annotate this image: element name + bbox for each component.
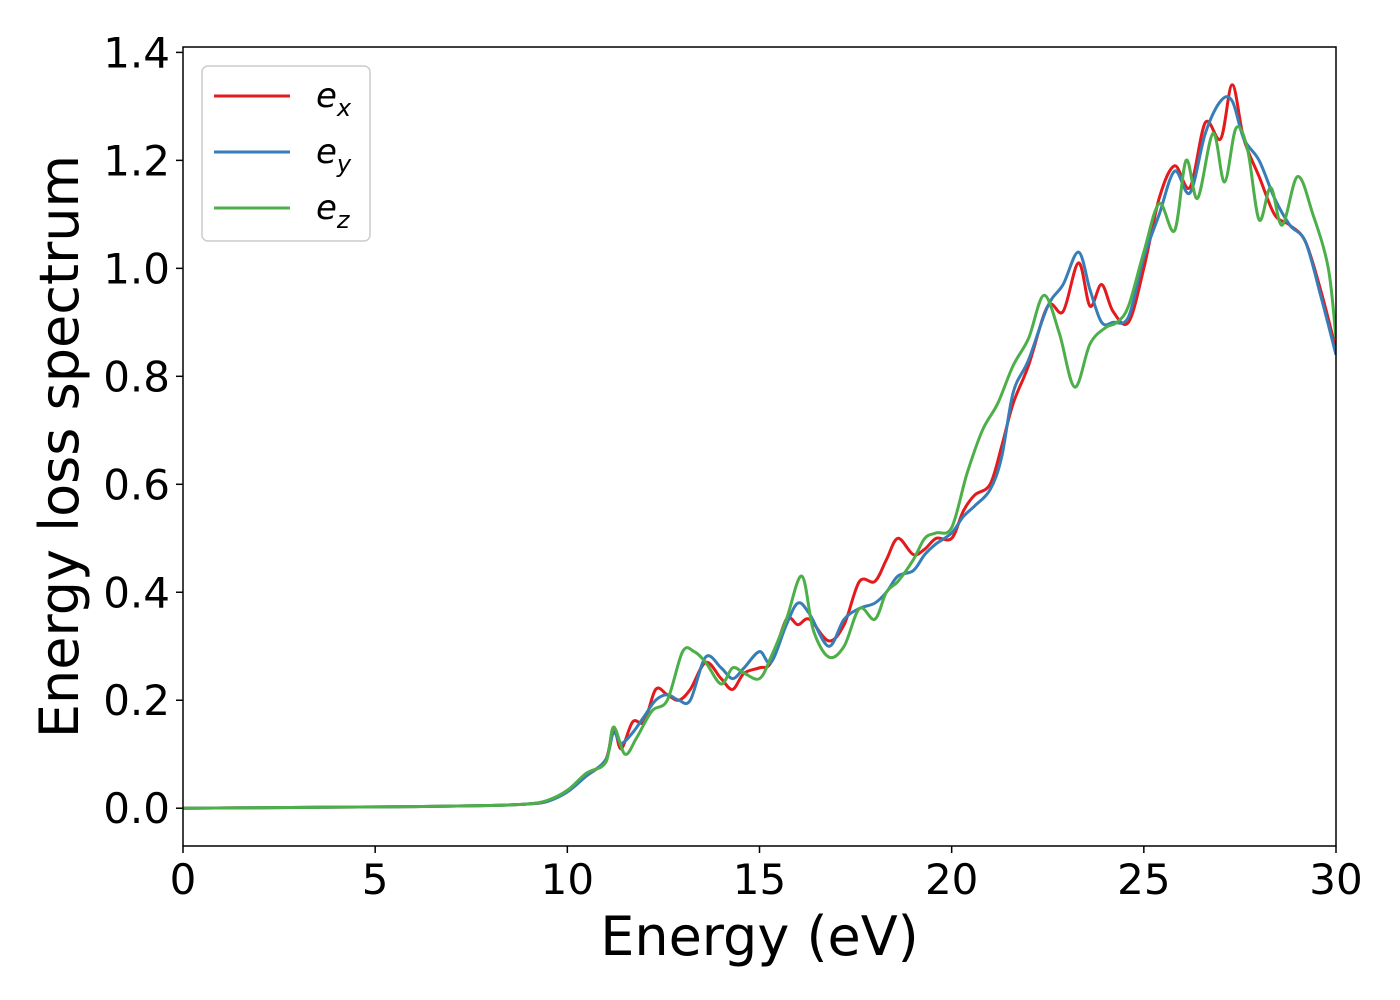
y-tick-label: 1.4	[103, 28, 170, 77]
x-tick-label: 10	[541, 855, 594, 904]
y-tick-label: 1.0	[103, 244, 170, 293]
y-tick-label: 1.2	[103, 136, 170, 185]
y-axis-label: Energy loss spectrum	[28, 155, 91, 738]
x-tick-label: 30	[1309, 855, 1362, 904]
y-tick-label: 0.0	[103, 784, 170, 833]
y-tick-label: 0.4	[103, 568, 170, 617]
y-tick-label: 0.6	[103, 460, 170, 509]
series-line-z	[183, 125, 1336, 810]
legend: ex ey ez	[201, 65, 371, 242]
y-axis: 0.0 0.2 0.4 0.6 0.8 1.0 1.2 1.4	[103, 28, 183, 833]
x-tick-label: 0	[170, 855, 197, 904]
x-tick-label: 20	[925, 855, 978, 904]
x-axis-label: Energy (eV)	[600, 905, 919, 968]
series-layer	[183, 83, 1336, 810]
x-axis: 0 5 10 15 20 25 30	[170, 846, 1363, 904]
legend-label-x: ex	[316, 76, 352, 122]
legend-items: ex ey ez	[214, 76, 352, 234]
x-tick-label: 5	[362, 855, 389, 904]
legend-label-z: ez	[316, 188, 351, 234]
y-tick-label: 0.8	[103, 352, 170, 401]
x-tick-label: 25	[1117, 855, 1170, 904]
y-tick-label: 0.2	[103, 676, 170, 725]
x-tick-label: 15	[733, 855, 786, 904]
legend-label-y: ey	[316, 132, 352, 178]
